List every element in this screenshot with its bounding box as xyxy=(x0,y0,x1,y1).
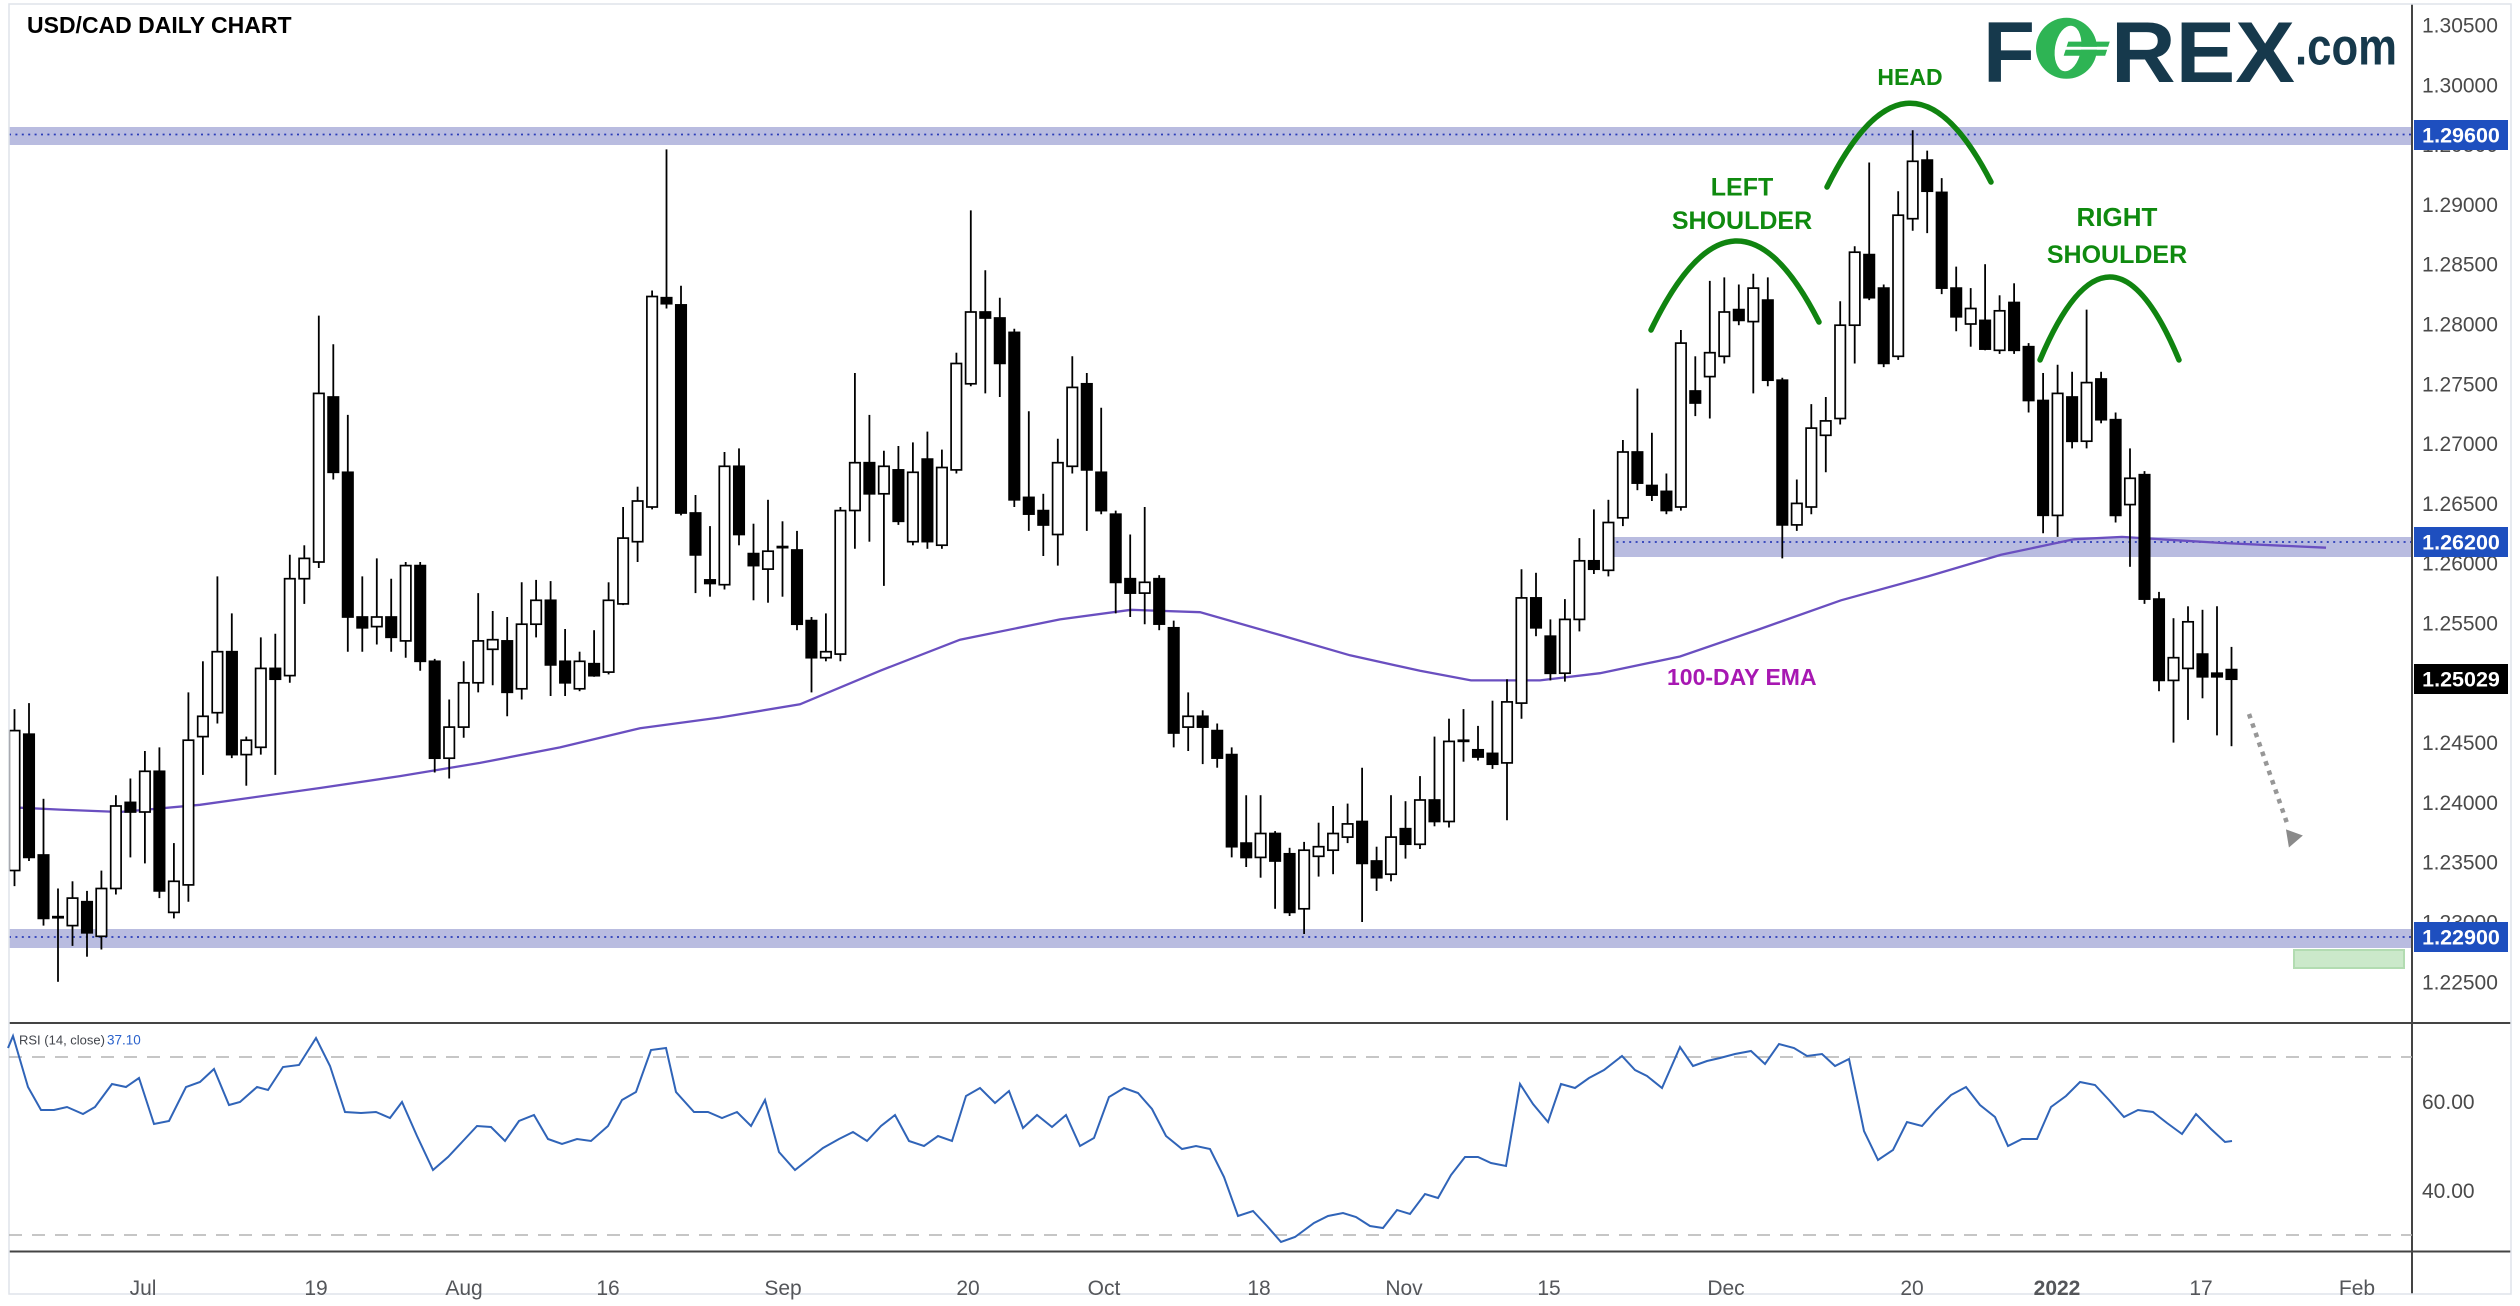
svg-text:16: 16 xyxy=(596,1277,619,1300)
svg-text:40.00: 40.00 xyxy=(2422,1180,2475,1203)
svg-text:17: 17 xyxy=(2189,1277,2212,1300)
svg-text:.com: .com xyxy=(2295,19,2397,77)
svg-text:Nov: Nov xyxy=(1385,1277,1423,1300)
svg-text:Dec: Dec xyxy=(1707,1277,1744,1300)
svg-text:SHOULDER: SHOULDER xyxy=(2047,241,2187,269)
svg-text:100-DAY EMA: 100-DAY EMA xyxy=(1667,664,1817,690)
svg-text:1.22900: 1.22900 xyxy=(2422,926,2500,950)
svg-text:Oct: Oct xyxy=(1088,1277,1121,1300)
svg-text:1.24000: 1.24000 xyxy=(2422,792,2498,815)
svg-text:RSI (14, close): RSI (14, close) xyxy=(19,1033,105,1048)
svg-text:20: 20 xyxy=(1900,1277,1923,1300)
svg-text:USD/CAD DAILY CHART: USD/CAD DAILY CHART xyxy=(27,12,292,38)
svg-text:1.27000: 1.27000 xyxy=(2422,433,2498,456)
svg-text:Feb: Feb xyxy=(2339,1277,2375,1300)
svg-text:1.22500: 1.22500 xyxy=(2422,971,2498,994)
svg-text:HEAD: HEAD xyxy=(1877,64,1942,90)
svg-text:1.23500: 1.23500 xyxy=(2422,852,2498,875)
svg-text:1.24500: 1.24500 xyxy=(2422,732,2498,755)
svg-text:18: 18 xyxy=(1247,1277,1270,1300)
svg-text:1.25029: 1.25029 xyxy=(2422,668,2500,692)
svg-text:RIGHT: RIGHT xyxy=(2077,202,2158,232)
svg-text:F: F xyxy=(1983,5,2035,101)
svg-text:2022: 2022 xyxy=(2034,1277,2081,1300)
svg-text:1.30500: 1.30500 xyxy=(2422,15,2498,38)
svg-text:1.27500: 1.27500 xyxy=(2422,373,2498,396)
svg-text:1.28000: 1.28000 xyxy=(2422,314,2498,337)
svg-text:Aug: Aug xyxy=(445,1277,482,1300)
svg-text:60.00: 60.00 xyxy=(2422,1091,2475,1114)
svg-text:15: 15 xyxy=(1537,1277,1560,1300)
svg-text:1.26500: 1.26500 xyxy=(2422,493,2498,516)
svg-text:1.28500: 1.28500 xyxy=(2422,254,2498,277)
svg-text:1.30000: 1.30000 xyxy=(2422,74,2498,97)
svg-text:20: 20 xyxy=(956,1277,979,1300)
svg-text:1.25500: 1.25500 xyxy=(2422,613,2498,636)
svg-text:LEFT: LEFT xyxy=(1711,174,1774,202)
svg-text:1.26000: 1.26000 xyxy=(2422,553,2498,576)
svg-text:19: 19 xyxy=(304,1277,327,1300)
svg-text:1.29000: 1.29000 xyxy=(2422,194,2498,217)
svg-text:SHOULDER: SHOULDER xyxy=(1672,207,1812,235)
svg-text:37.10: 37.10 xyxy=(107,1033,141,1048)
svg-text:1.26200: 1.26200 xyxy=(2422,531,2500,555)
svg-text:Sep: Sep xyxy=(764,1277,801,1300)
svg-text:REX: REX xyxy=(2111,5,2295,101)
svg-text:Jul: Jul xyxy=(130,1277,157,1300)
svg-text:1.29600: 1.29600 xyxy=(2422,124,2500,148)
